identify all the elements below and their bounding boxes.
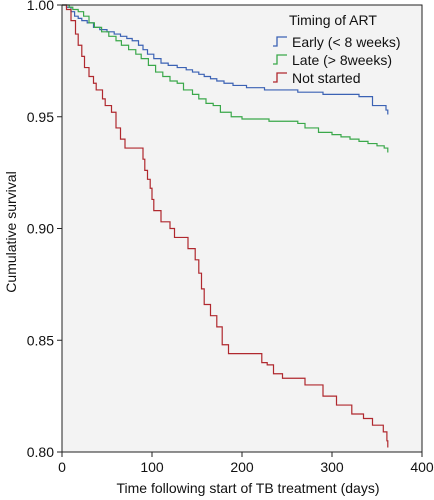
x-tick-label: 400 — [410, 459, 434, 475]
y-tick-label: 0.90 — [27, 221, 54, 237]
legend-swatch-0 — [273, 36, 287, 47]
series-line-1 — [62, 4, 389, 153]
x-tick-label: 300 — [320, 459, 344, 475]
y-tick-label: 1.00 — [27, 0, 54, 13]
legend-swatch-1 — [273, 54, 287, 65]
legend-entry-2: Not started — [292, 70, 360, 86]
legend-swatch-2 — [273, 72, 287, 83]
legend-entry-0: Early (< 8 weeks) — [292, 34, 401, 50]
plot-area — [62, 5, 422, 452]
y-tick-label: 0.80 — [27, 444, 54, 460]
x-tick-label: 200 — [230, 459, 254, 475]
y-axis-label: Cumulative survival — [3, 171, 19, 292]
x-tick-label: 100 — [140, 459, 164, 475]
legend-entry-1: Late (> 8weeks) — [292, 52, 392, 68]
series-line-2 — [62, 4, 389, 448]
series-line-0 — [62, 4, 389, 115]
x-tick-label: 0 — [58, 459, 66, 475]
x-axis-label: Time following start of TB treatment (da… — [117, 480, 380, 496]
y-tick-label: 0.85 — [27, 332, 54, 348]
y-tick-label: 0.95 — [27, 109, 54, 125]
legend-title: Timing of ART — [289, 12, 377, 28]
